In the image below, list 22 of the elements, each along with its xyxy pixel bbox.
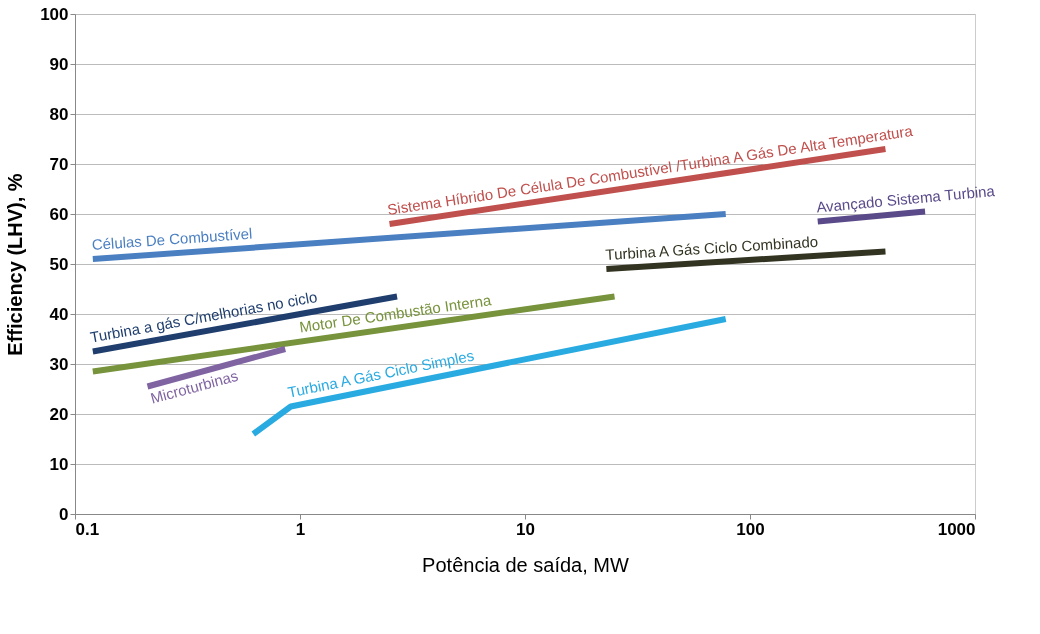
y-tick-label: 100: [40, 4, 69, 24]
y-tick-label: 20: [49, 404, 69, 424]
y-tick-label: 80: [49, 104, 69, 124]
x-tick-label: 10: [516, 519, 535, 539]
y-tick-label: 90: [49, 54, 69, 74]
y-axis-title: Efficiency (LHV), %: [4, 173, 27, 356]
x-tick-label: 0.1: [75, 519, 100, 539]
y-tick-label: 50: [49, 254, 69, 274]
y-tick-label: 40: [49, 304, 69, 324]
x-tick-label: 100: [736, 519, 765, 539]
x-tick-label: 1: [295, 519, 306, 539]
series-label: Células De Combustível: [91, 224, 253, 254]
y-tick-label: 30: [49, 354, 69, 374]
x-axis-title: Potência de saída, MW: [422, 553, 629, 576]
series-label: Turbina A Gás Ciclo Combinado: [604, 232, 819, 264]
text: Avançado Sistema Turbina: [815, 181, 997, 216]
y-tick-label: 10: [49, 454, 69, 474]
x-tick-label: 1000: [937, 519, 976, 539]
text: Turbina A Gás Ciclo Simples: [286, 346, 476, 401]
y-tick-label: 0: [59, 504, 69, 524]
y-tick-label: 70: [49, 154, 69, 174]
y-tick-label: 60: [49, 204, 69, 224]
